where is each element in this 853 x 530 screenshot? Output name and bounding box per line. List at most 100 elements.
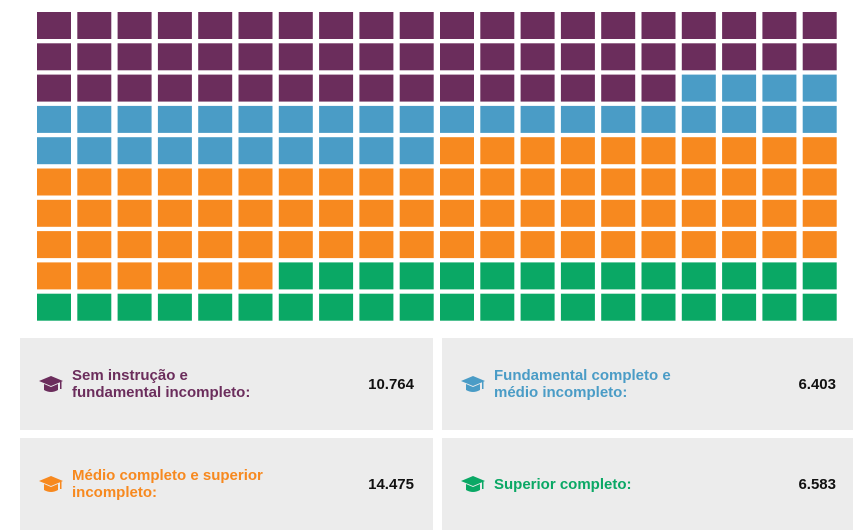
waffle-cell — [722, 199, 757, 227]
waffle-cell — [157, 74, 192, 102]
value-label: 10.764 — [368, 375, 414, 393]
waffle-cell — [319, 74, 354, 102]
waffle-cell — [37, 43, 71, 71]
waffle-cell — [762, 262, 797, 290]
waffle-cell — [359, 168, 394, 196]
waffle-cell — [399, 105, 434, 133]
waffle-cell — [198, 231, 233, 259]
waffle-cell — [480, 231, 515, 259]
waffle-cell — [157, 105, 192, 133]
waffle-cell — [762, 199, 797, 227]
waffle-cell — [399, 293, 434, 321]
waffle-cell — [560, 231, 595, 259]
waffle-cell — [480, 137, 515, 165]
waffle-cell — [762, 137, 797, 165]
waffle-cell — [560, 199, 595, 227]
legend-label: Médio completo e superior incompleto: — [72, 467, 263, 501]
waffle-cell — [681, 105, 716, 133]
waffle-cell — [359, 262, 394, 290]
waffle-cell — [198, 137, 233, 165]
waffle-cell — [681, 231, 716, 259]
waffle-cell — [722, 137, 757, 165]
waffle-cell — [802, 262, 837, 290]
waffle-cell — [560, 293, 595, 321]
waffle-cell — [278, 12, 313, 39]
waffle-cell — [722, 262, 757, 290]
waffle-cell — [480, 293, 515, 321]
legend-panel: Superior completo: 6.583 — [442, 438, 853, 530]
waffle-cell — [359, 293, 394, 321]
waffle-cell — [117, 293, 152, 321]
waffle-cell — [681, 137, 716, 165]
waffle-cell — [278, 199, 313, 227]
waffle-cell — [77, 74, 112, 102]
waffle-cell — [278, 231, 313, 259]
waffle-cell — [601, 199, 636, 227]
waffle-cell — [37, 262, 71, 290]
waffle-cell — [37, 199, 71, 227]
waffle-cell — [480, 199, 515, 227]
waffle-cell — [681, 12, 716, 39]
waffle-cell — [117, 168, 152, 196]
value-label: 6.403 — [798, 375, 836, 393]
waffle-cell — [399, 168, 434, 196]
waffle-cell — [560, 168, 595, 196]
waffle-cell — [359, 43, 394, 71]
waffle-cell — [238, 199, 273, 227]
waffle-cell — [601, 74, 636, 102]
legend-panel: Médio completo e superior incompleto: 14.… — [20, 438, 433, 530]
waffle-cell — [722, 43, 757, 71]
waffle-cell — [117, 137, 152, 165]
waffle-cell — [77, 137, 112, 165]
waffle-cell — [117, 105, 152, 133]
waffle-cell — [601, 168, 636, 196]
waffle-cell — [198, 43, 233, 71]
waffle-cell — [278, 43, 313, 71]
waffle-grid — [37, 12, 837, 321]
waffle-cell — [762, 105, 797, 133]
waffle-cell — [157, 199, 192, 227]
waffle-cell — [802, 105, 837, 133]
waffle-cell — [278, 293, 313, 321]
waffle-cell — [359, 74, 394, 102]
waffle-cell — [117, 74, 152, 102]
waffle-cell — [641, 199, 676, 227]
waffle-cell — [520, 105, 555, 133]
waffle-cell — [520, 199, 555, 227]
waffle-cell — [238, 43, 273, 71]
waffle-cell — [359, 137, 394, 165]
waffle-cell — [440, 137, 474, 165]
waffle-cell — [319, 293, 354, 321]
value-label: 6.583 — [798, 475, 836, 493]
waffle-cell — [641, 74, 676, 102]
waffle-cell — [440, 74, 474, 102]
waffle-cell — [802, 137, 837, 165]
waffle-cell — [802, 168, 837, 196]
waffle-cell — [399, 12, 434, 39]
waffle-cell — [157, 12, 192, 39]
waffle-cell — [37, 105, 71, 133]
waffle-cell — [198, 262, 233, 290]
waffle-cell — [238, 168, 273, 196]
waffle-cell — [722, 12, 757, 39]
waffle-cell — [681, 293, 716, 321]
waffle-cell — [520, 231, 555, 259]
waffle-cell — [520, 262, 555, 290]
legend-panel: Sem instrução e fundamental incompleto: 1… — [20, 338, 433, 430]
cap-icon — [39, 376, 63, 392]
waffle-cell — [157, 262, 192, 290]
waffle-cell — [37, 293, 71, 321]
waffle-cell — [560, 262, 595, 290]
waffle-cell — [802, 231, 837, 259]
waffle-cell — [762, 168, 797, 196]
waffle-cell — [601, 231, 636, 259]
waffle-cell — [681, 262, 716, 290]
waffle-cell — [440, 293, 474, 321]
waffle-cell — [77, 293, 112, 321]
waffle-cell — [681, 199, 716, 227]
legend-label: Fundamental completo e médio incompleto: — [494, 367, 671, 401]
waffle-cell — [198, 293, 233, 321]
waffle-cell — [601, 43, 636, 71]
waffle-cell — [77, 168, 112, 196]
